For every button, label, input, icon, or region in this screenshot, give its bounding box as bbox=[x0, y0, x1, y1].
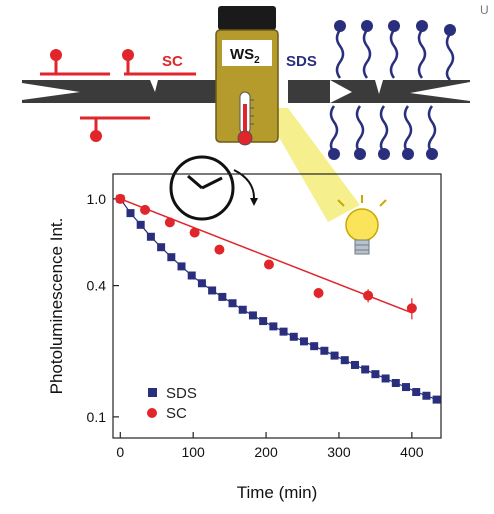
vial-label: WS2 bbox=[230, 46, 260, 66]
data-point-sds bbox=[289, 332, 298, 341]
left-rod-notch bbox=[150, 80, 158, 92]
data-point-sds bbox=[238, 305, 247, 314]
data-point-sc bbox=[189, 227, 200, 238]
left-rod bbox=[22, 80, 218, 103]
right-rod-crack bbox=[410, 82, 470, 101]
chart: 0 100 200 300 400 1.0 0.4 0.1 Time (min) Photol… bbox=[47, 173, 442, 502]
data-point-sds bbox=[310, 342, 319, 351]
right-rod-crack-2 bbox=[330, 80, 352, 103]
data-point-sds bbox=[167, 253, 176, 262]
data-point-sds bbox=[269, 322, 278, 331]
thermometer-icon bbox=[237, 91, 254, 146]
tick-group: 0 100 200 300 400 1.0 0.4 0.1 bbox=[87, 191, 424, 460]
data-point-sds bbox=[126, 209, 135, 218]
data-point-sds bbox=[361, 365, 370, 374]
sds-heads bbox=[328, 20, 456, 160]
y-tick-label: 1.0 bbox=[87, 191, 107, 207]
data-point-sds bbox=[299, 337, 308, 346]
data-point-sds bbox=[391, 379, 400, 388]
data-point-sds bbox=[187, 271, 196, 280]
x-tick-label: 300 bbox=[327, 444, 351, 460]
data-point-sds bbox=[259, 317, 268, 326]
data-point-sds bbox=[279, 327, 288, 336]
data-point-sc bbox=[363, 290, 374, 301]
x-tick-label: 0 bbox=[116, 444, 124, 460]
data-point-sds bbox=[432, 395, 441, 404]
data-point-sds bbox=[402, 383, 411, 392]
data-point-sds bbox=[157, 243, 166, 252]
data-point-sc bbox=[140, 204, 151, 215]
legend-label-sc: SC bbox=[166, 405, 187, 422]
data-point-sc bbox=[263, 259, 274, 270]
schematic: SC SDS U bbox=[22, 3, 489, 255]
data-point-sds bbox=[340, 356, 349, 365]
data-point-sds bbox=[136, 220, 145, 229]
corner-mark: U bbox=[480, 3, 489, 17]
data-point-sds bbox=[228, 299, 237, 308]
y-axis-title: Photoluminescence Int. bbox=[47, 218, 66, 395]
legend-label-sds: SDS bbox=[166, 385, 197, 402]
data-point-sds bbox=[197, 279, 206, 288]
ws2-vial: WS2 bbox=[215, 6, 279, 146]
y-tick-label: 0.1 bbox=[87, 409, 107, 425]
fit-lines bbox=[119, 198, 437, 401]
sds-surfactant bbox=[329, 29, 455, 153]
data-point-sc bbox=[214, 244, 225, 255]
legend-marker-sc bbox=[147, 408, 157, 418]
x-axis-title: Time (min) bbox=[237, 483, 318, 502]
data-point-sds bbox=[208, 286, 217, 295]
data-point-sds bbox=[330, 351, 339, 360]
data-point-sds bbox=[371, 370, 380, 379]
data-point-sds bbox=[422, 391, 431, 400]
data-point-sc bbox=[313, 287, 324, 298]
x-tick-label: 400 bbox=[400, 444, 424, 460]
light-bulb-icon bbox=[337, 195, 387, 255]
legend-marker-sds bbox=[148, 388, 157, 397]
sds-label: SDS bbox=[286, 53, 317, 70]
data-point-sds bbox=[320, 346, 329, 355]
data-point-sc bbox=[115, 193, 126, 204]
fit-curve-sds bbox=[119, 198, 437, 401]
data-point-sds bbox=[218, 292, 227, 301]
right-rod-notch bbox=[375, 80, 383, 94]
data-point-sds bbox=[350, 360, 359, 369]
sc-label: SC bbox=[162, 53, 183, 70]
data-point-sds bbox=[146, 232, 155, 241]
y-tick-label: 0.4 bbox=[87, 278, 107, 294]
legend: SDS SC bbox=[147, 385, 197, 422]
data-points bbox=[115, 193, 441, 404]
x-tick-label: 100 bbox=[181, 444, 205, 460]
light-beam bbox=[262, 108, 360, 222]
data-point-sc bbox=[164, 217, 175, 228]
data-point-sds bbox=[177, 262, 186, 271]
data-point-sds bbox=[412, 388, 421, 397]
data-point-sc bbox=[406, 303, 417, 314]
data-point-sds bbox=[248, 311, 257, 320]
x-tick-label: 200 bbox=[254, 444, 278, 460]
plot-frame bbox=[112, 173, 442, 439]
left-rod-crack bbox=[22, 83, 80, 100]
data-point-sds bbox=[381, 374, 390, 383]
sc-surfactant bbox=[40, 49, 196, 142]
clock-icon bbox=[169, 155, 258, 221]
